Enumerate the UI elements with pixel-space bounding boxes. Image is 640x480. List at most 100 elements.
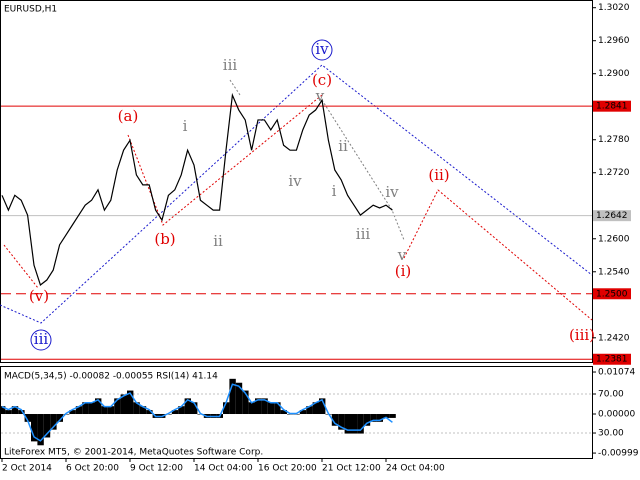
macd-bar <box>306 406 313 415</box>
macd-bar <box>223 402 230 415</box>
wave-label: v <box>315 87 325 105</box>
macd-bar <box>261 398 268 415</box>
macd-bar <box>255 398 262 415</box>
macd-bar <box>88 402 95 415</box>
macd-bar <box>389 414 396 418</box>
y-tick-label: 30.00 <box>598 429 624 439</box>
macd-bar <box>18 410 25 415</box>
wave-label: iv <box>288 172 302 190</box>
macd-bar <box>31 414 38 442</box>
macd-bar <box>293 414 300 415</box>
level-box <box>593 353 631 365</box>
y-tick-label: 1.2960 <box>598 36 630 46</box>
level-label: 1.2500 <box>596 289 628 299</box>
macd-bar <box>383 414 390 418</box>
macd-bar <box>363 414 371 426</box>
macd-bar <box>299 410 307 415</box>
wave-label: (iii) <box>569 326 595 344</box>
copyright: LiteForex MT5, © 2001-2014, MetaQuotes S… <box>4 448 263 458</box>
macd-bar <box>101 406 108 415</box>
indicator-title: MACD(5,34,5) -0.00082 -0.00055 RSI(14) 4… <box>4 372 218 382</box>
macd-bar <box>165 414 172 415</box>
macd-bar <box>376 414 383 422</box>
macd-bar <box>331 414 339 426</box>
y-tick-label: 1.2780 <box>598 135 630 145</box>
y-tick-label: 70.00 <box>598 390 624 400</box>
wave-label: ii <box>213 232 223 250</box>
x-tick-label: 14 Oct 04:00 <box>194 464 253 474</box>
wave-line <box>229 79 241 96</box>
macd-bar <box>319 398 326 415</box>
y-tick-label: -0.00999 <box>598 449 639 459</box>
wave-label: (b) <box>154 230 175 248</box>
wave-circle <box>30 329 52 351</box>
x-tick-label: 9 Oct 12:00 <box>130 464 183 474</box>
y-tick-label: 1.2900 <box>598 69 630 79</box>
y-tick-label: 1.2600 <box>598 234 630 244</box>
wave-label: iv <box>315 40 329 58</box>
macd-bar <box>274 402 281 415</box>
wave-label: iv <box>385 183 399 201</box>
macd-bar <box>139 406 147 415</box>
macd-bar <box>0 406 6 415</box>
wave-label: i <box>183 117 188 135</box>
x-tick-label: 16 Oct 20:00 <box>258 464 317 474</box>
macd-bar <box>312 402 319 415</box>
macd-bar <box>56 414 63 422</box>
wave-label: iii <box>223 56 238 74</box>
macd-bar <box>127 390 134 415</box>
y-tick-label: 1.2720 <box>598 168 630 178</box>
macd-bar <box>37 414 44 446</box>
macd-bar <box>5 410 12 415</box>
level-box <box>593 288 631 300</box>
macd-bar <box>287 414 294 415</box>
macd-bar <box>69 410 76 415</box>
level-label: 1.2841 <box>596 102 628 112</box>
wave-lines <box>0 64 593 324</box>
macd-bar <box>95 398 102 415</box>
x-tick-label: 2 Oct 2014 <box>2 464 52 474</box>
wave-label: (a) <box>118 107 139 125</box>
rsi-line <box>1 383 393 442</box>
y-tick-label: 0.00000 <box>598 410 635 420</box>
wave-label: ii <box>338 137 348 155</box>
y-tick-label: 0.01074 <box>598 368 635 378</box>
wave-label: (i) <box>395 262 412 280</box>
macd-bar <box>184 398 191 415</box>
macd-bar <box>191 402 198 415</box>
macd-bar <box>178 406 185 415</box>
macd-bar <box>120 394 127 415</box>
macd-bar <box>146 410 153 415</box>
macd-bar <box>50 414 57 430</box>
macd-bar <box>11 406 19 415</box>
macd-bar <box>107 406 115 415</box>
main-frame <box>0 0 593 363</box>
wave-line <box>3 244 39 289</box>
macd-bar <box>280 410 287 415</box>
x-tick-label: 6 Oct 20:00 <box>66 464 119 474</box>
wave-circle <box>311 39 333 61</box>
y-tick-label: 1.3020 <box>598 3 630 13</box>
wave-label: (ii) <box>428 166 449 184</box>
chart-title: EURUSD,H1 <box>4 5 57 15</box>
wave-label: iii <box>356 225 371 243</box>
macd-bar <box>344 414 351 434</box>
level-box <box>593 100 631 112</box>
wave-label: v <box>397 246 407 264</box>
macd-bar <box>133 402 140 415</box>
macd-bar <box>75 406 83 415</box>
level-label: 1.2381 <box>596 355 628 365</box>
macd-bar <box>248 402 255 415</box>
macd-bar <box>235 382 243 415</box>
y-tick-label: 1.2540 <box>598 267 630 277</box>
macd-bar <box>24 414 31 422</box>
x-tick-label: 21 Oct 12:00 <box>322 464 381 474</box>
x-tick-label: 24 Oct 04:00 <box>386 464 445 474</box>
wave-line <box>0 64 593 324</box>
wave-line <box>127 94 323 226</box>
macd-bar <box>229 378 236 415</box>
wave-line <box>403 189 593 321</box>
macd-bar <box>351 414 358 434</box>
wave-label: iii <box>34 330 49 348</box>
